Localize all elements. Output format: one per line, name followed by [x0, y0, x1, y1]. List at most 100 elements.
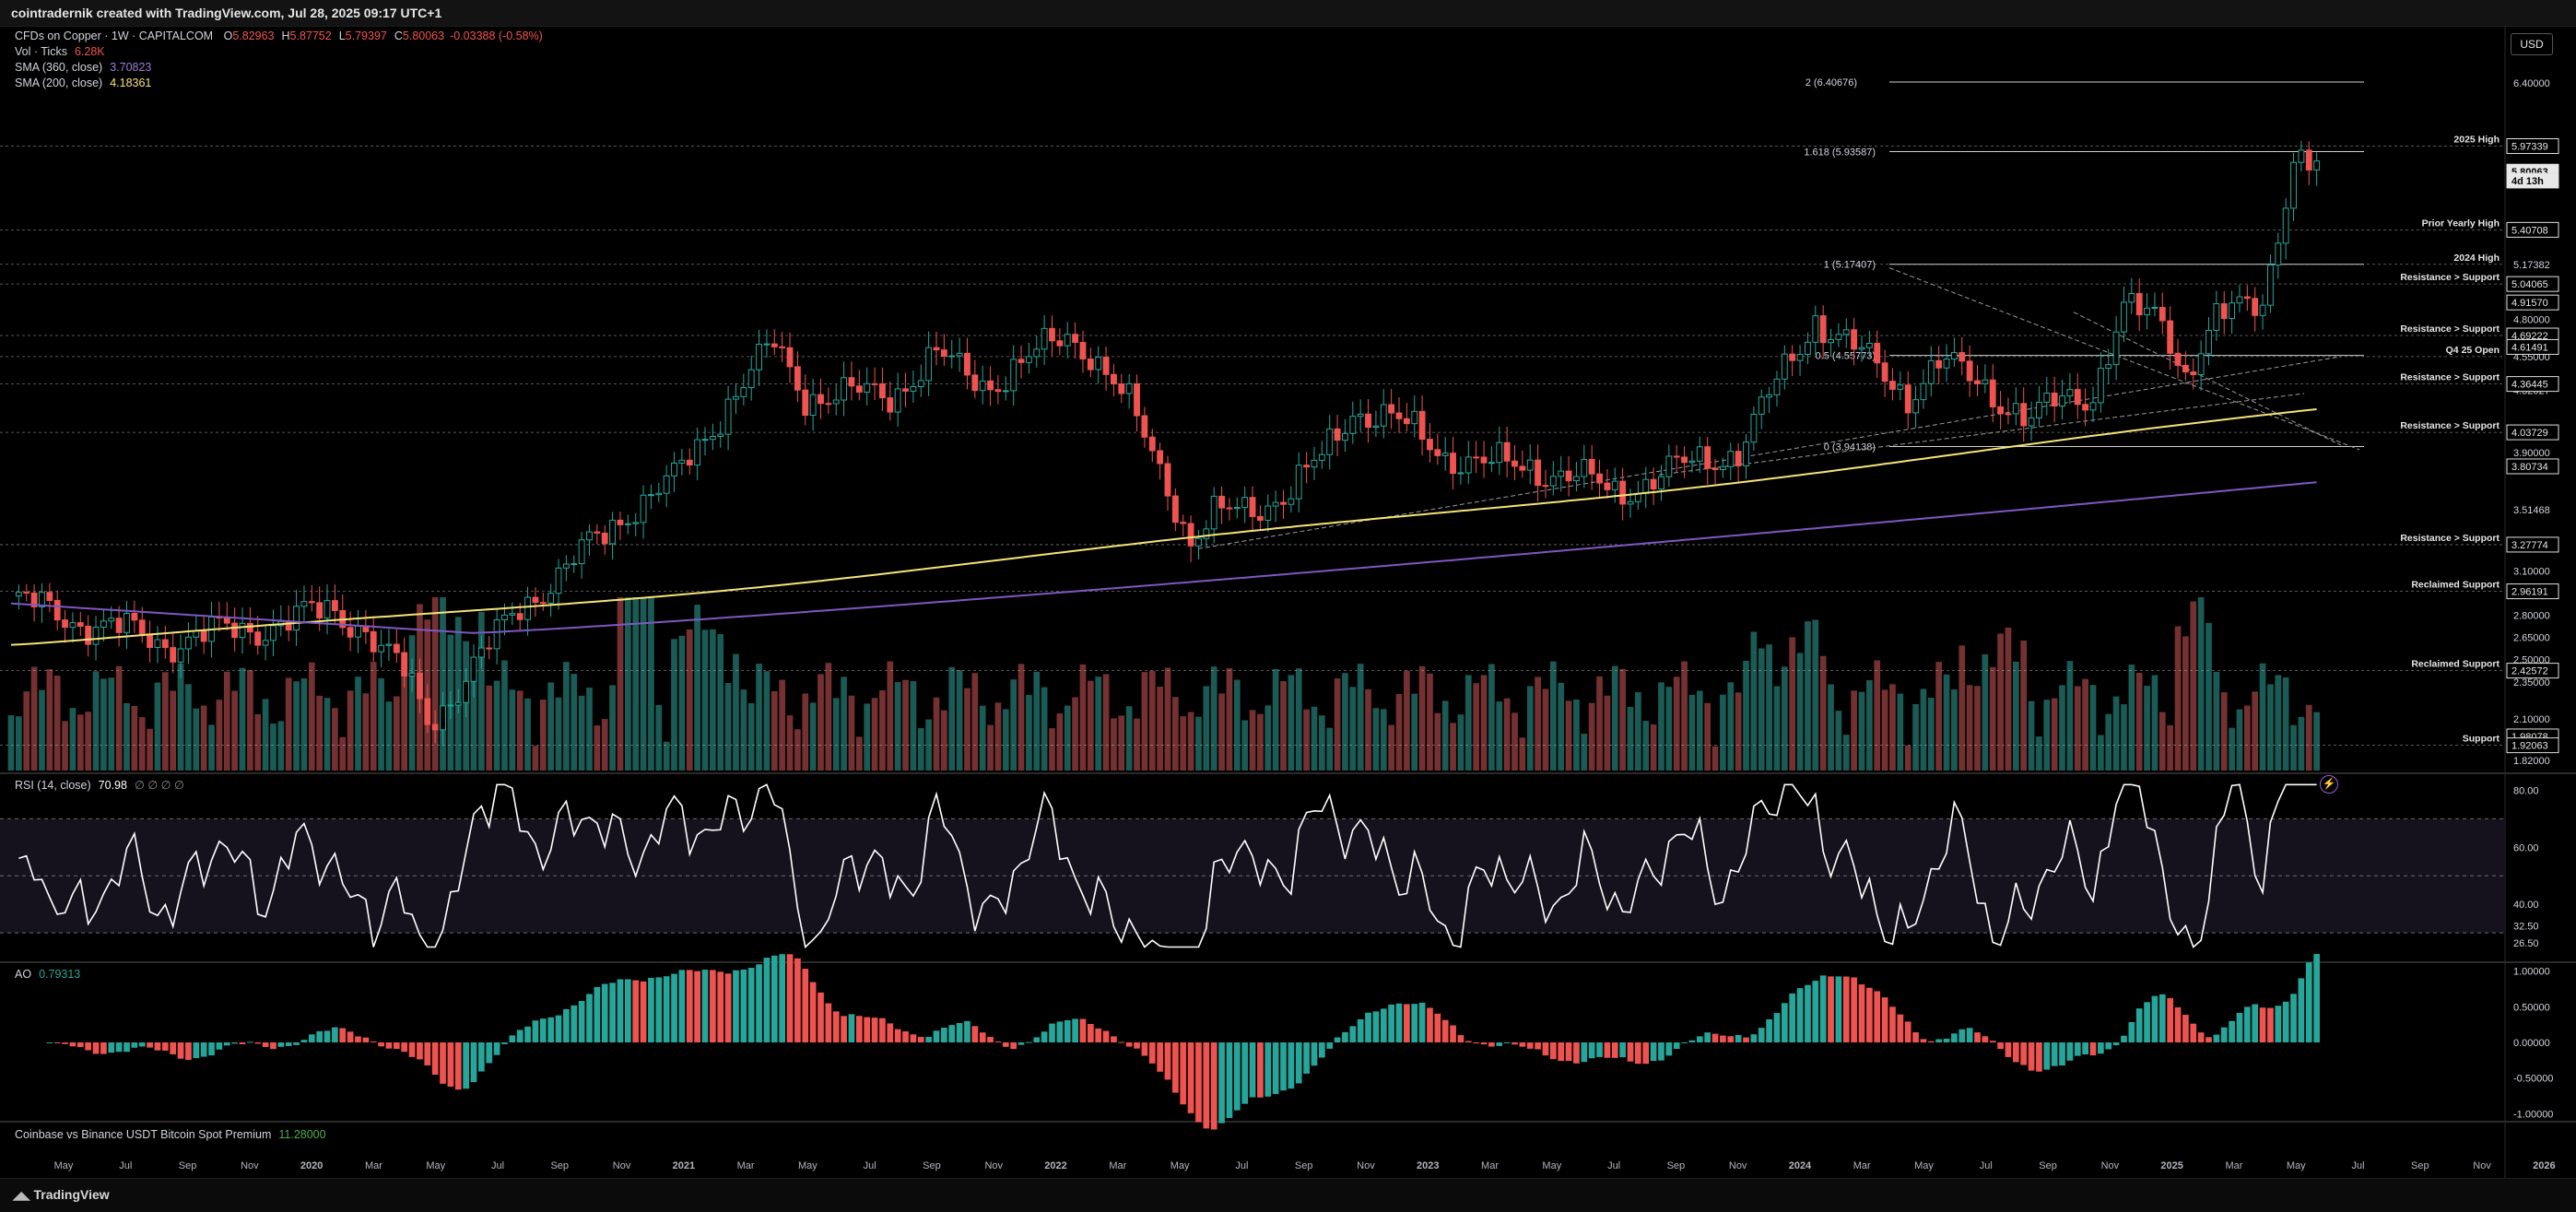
ao-bar: [1796, 988, 1804, 1042]
candle: [1912, 399, 1919, 414]
price-badge: [2506, 338, 2559, 355]
volume-bar: [1805, 621, 1811, 771]
volume-bar: [563, 662, 570, 771]
volume-bar: [300, 678, 308, 771]
candle: [15, 592, 22, 597]
candle: [709, 435, 716, 441]
volume-bar: [1642, 721, 1650, 771]
candle: [1704, 446, 1711, 469]
volume-bar: [440, 597, 446, 771]
candle: [1835, 334, 1842, 340]
candle: [393, 643, 400, 653]
candle: [1781, 353, 1788, 380]
ao-bar: [1496, 1042, 1503, 1046]
legend-main: CFDs on Copper · 1W · CAPITALCOM O5.8296…: [15, 29, 543, 42]
ao-bar: [1912, 1032, 1919, 1042]
chart-area[interactable]: May Jul Sep Nov 2020 Mar May Jul Sep Nov 2021 Mar Ma…: [0, 26, 2576, 1178]
candle: [355, 625, 361, 638]
price-chart[interactable]: May Jul Sep Nov 2020 Mar May Jul Sep Nov 2021 Mar Ma…: [0, 26, 2576, 1178]
ao-bar: [701, 970, 709, 1042]
volume-bar: [262, 699, 269, 771]
x-tick-label: May: [426, 1160, 445, 1171]
volume-bar: [2290, 724, 2297, 771]
ohlc-value: 5.80063: [402, 29, 445, 42]
candle: [1851, 329, 1858, 350]
volume-bar: [733, 653, 739, 771]
candle: [1272, 501, 1279, 507]
candle: [1920, 382, 1927, 401]
candle: [825, 403, 832, 406]
currency-button[interactable]: USD: [2511, 33, 2553, 55]
volume-bar: [254, 713, 262, 771]
y-tick-label: 2.65000: [2513, 633, 2550, 644]
candle: [940, 349, 947, 358]
candle: [108, 618, 115, 622]
candle: [1311, 459, 1318, 468]
candle: [747, 369, 755, 389]
ao-bar: [1619, 1042, 1626, 1058]
candle: [1796, 353, 1804, 361]
ao-bar: [724, 973, 732, 1042]
candle: [640, 494, 647, 524]
ao-bar: [1033, 1037, 1041, 1042]
ao-bar: [1180, 1042, 1187, 1105]
ao-bar: [2036, 1042, 2042, 1072]
x-tick-label: Nov: [984, 1160, 1003, 1171]
candle: [1148, 436, 1156, 452]
candle: [1858, 347, 1865, 350]
ao-bar: [170, 1042, 177, 1054]
ao-bar: [440, 1042, 446, 1084]
ao-bar: [1696, 1036, 1703, 1042]
candle: [347, 627, 354, 638]
volume-bar: [2190, 601, 2197, 771]
ao-bar: [1727, 1036, 1735, 1042]
ao-bar: [1473, 1042, 1480, 1044]
ao-bar: [1326, 1042, 1334, 1049]
ao-bar: [1866, 987, 1873, 1042]
ao-tick-label: -0.50000: [2513, 1074, 2553, 1085]
volume-bar: [2082, 678, 2088, 771]
volume-bar: [855, 736, 863, 771]
ao-tick-label: 0.00000: [2513, 1038, 2550, 1049]
volume-bar: [1010, 679, 1017, 771]
volume-bar: [1851, 690, 1857, 771]
fib-label: 2 (6.40676): [1806, 77, 1857, 88]
volume-bar: [1904, 745, 1911, 771]
candle: [871, 382, 878, 385]
volume-bar: [1017, 664, 1025, 771]
x-tick-label: Jul: [1235, 1160, 1248, 1171]
legend-ao: AO 0.79313: [15, 968, 81, 981]
volume-bar: [1720, 694, 1726, 771]
ao-bar: [1404, 1004, 1410, 1042]
ao-bar: [1395, 1003, 1403, 1042]
lightning-icon[interactable]: ⚡: [2320, 775, 2338, 794]
ao-bar: [1210, 1042, 1217, 1130]
candle: [1889, 381, 1896, 390]
candle: [1365, 413, 1371, 429]
ao-bar: [894, 1029, 901, 1042]
volume-bar: [1488, 664, 1495, 771]
ao-bar: [1519, 1042, 1526, 1047]
candle: [154, 639, 161, 648]
candle: [578, 539, 585, 565]
ao-bar: [979, 1032, 986, 1042]
ao-bar: [794, 958, 801, 1042]
volume-bar: [601, 719, 608, 771]
volume-bar: [1897, 693, 1904, 771]
candle: [2059, 395, 2065, 406]
candle: [1819, 315, 1827, 344]
price-badge-label: 3.80734: [2511, 462, 2548, 473]
volume-bar: [1072, 697, 1078, 771]
ao-bar: [871, 1018, 878, 1042]
volume-bar: [2213, 671, 2220, 771]
volume-bar: [2144, 686, 2150, 771]
trendline: [1888, 267, 2360, 451]
candle: [308, 601, 315, 604]
ao-bar: [1303, 1042, 1310, 1074]
ao-bar: [1288, 1042, 1295, 1089]
volume-bar: [1349, 687, 1357, 771]
candle: [770, 343, 778, 347]
candle: [1766, 394, 1773, 398]
candle: [1441, 453, 1449, 456]
ao-bar: [1596, 1042, 1603, 1057]
